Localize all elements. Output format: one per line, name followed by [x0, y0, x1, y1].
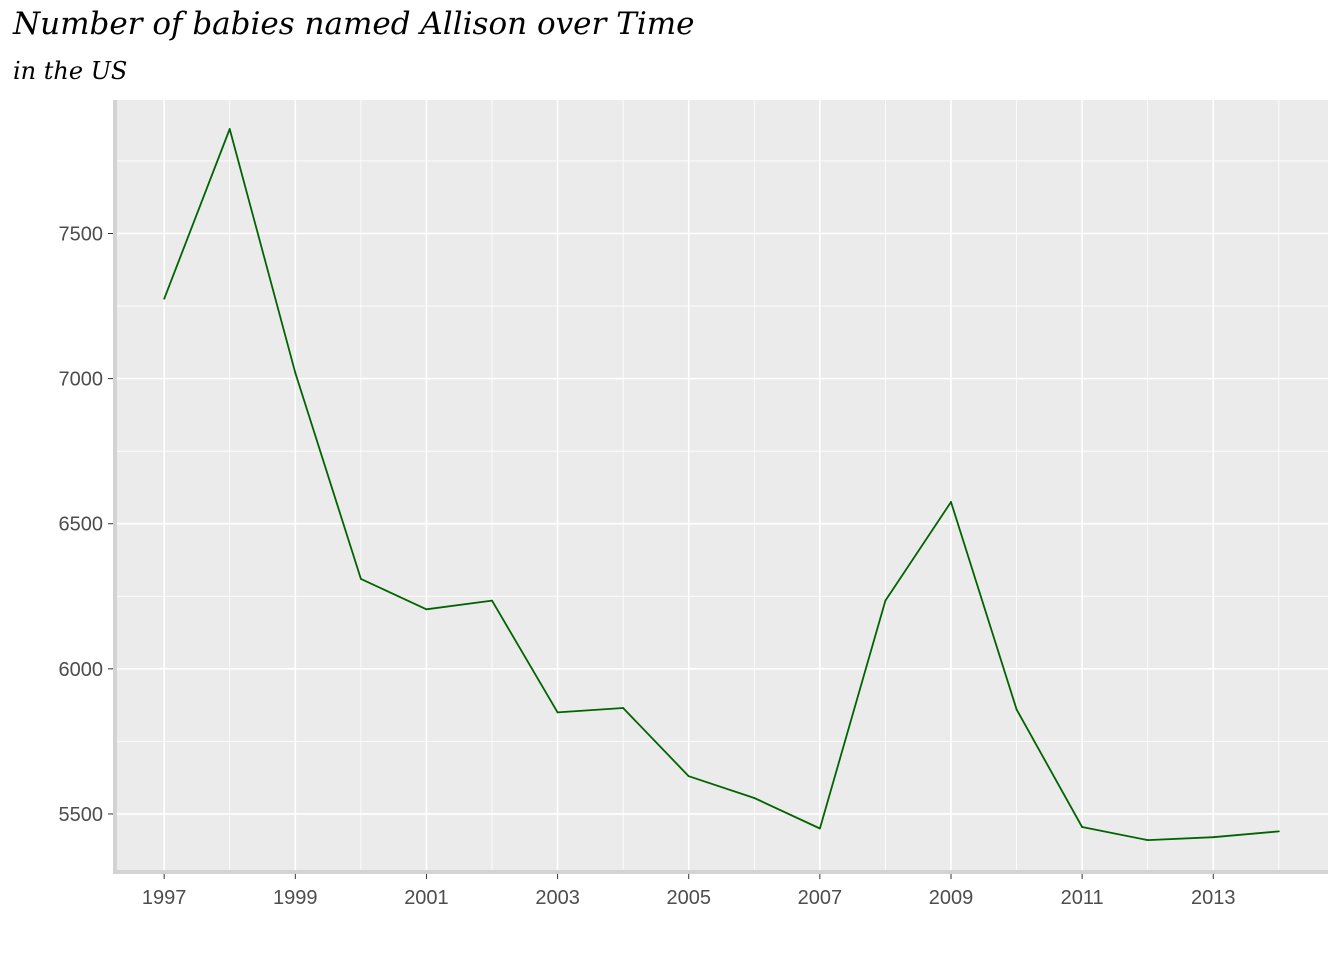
data-point [622, 707, 625, 709]
major-gridlines [115, 100, 1328, 872]
x-tick-label: 1999 [273, 887, 318, 909]
chart-subtitle: in the US [13, 57, 128, 85]
plot-panel [115, 100, 1328, 872]
data-point [491, 599, 493, 602]
data-point [687, 775, 690, 778]
data-point [884, 599, 887, 602]
minor-gridlines [115, 100, 1328, 872]
x-tick-label: 2005 [666, 887, 711, 909]
chart-title: Number of babies named Allison over Time [13, 6, 695, 42]
data-point [1212, 836, 1215, 839]
data-point [1015, 708, 1018, 711]
data-point [950, 501, 952, 503]
data-point [359, 577, 362, 580]
x-tick-label: 2007 [798, 887, 843, 909]
y-tick-label: 6500 [59, 514, 104, 536]
x-tick-label: 2001 [404, 887, 449, 909]
series-line [163, 128, 1279, 841]
data-point [163, 297, 166, 300]
x-tick-label: 1997 [142, 887, 187, 909]
data-point [1081, 826, 1084, 828]
y-tick-label: 6000 [59, 659, 104, 681]
y-tick-label: 7000 [59, 369, 104, 391]
y-tick-label: 5500 [59, 804, 104, 826]
y-tick-label: 7500 [59, 224, 104, 246]
data-point [818, 827, 821, 830]
x-tick-label: 2003 [535, 887, 580, 909]
data-point [294, 371, 297, 374]
data-point [1277, 830, 1280, 833]
x-tick-label: 2011 [1061, 887, 1104, 909]
data-point [425, 608, 428, 611]
x-tick-label: 2009 [929, 887, 974, 909]
y-axis: 5500 6000 6500 7000 7500 [59, 224, 113, 826]
x-tick-label: 2013 [1191, 887, 1236, 909]
data-point [1146, 839, 1149, 841]
x-axis: 1997 1999 2001 2003 2005 2007 2009 2011 2013 [142, 874, 1236, 909]
series-group [163, 128, 1280, 841]
data-point [228, 128, 231, 130]
data-point [556, 711, 559, 714]
data-point [753, 797, 756, 799]
